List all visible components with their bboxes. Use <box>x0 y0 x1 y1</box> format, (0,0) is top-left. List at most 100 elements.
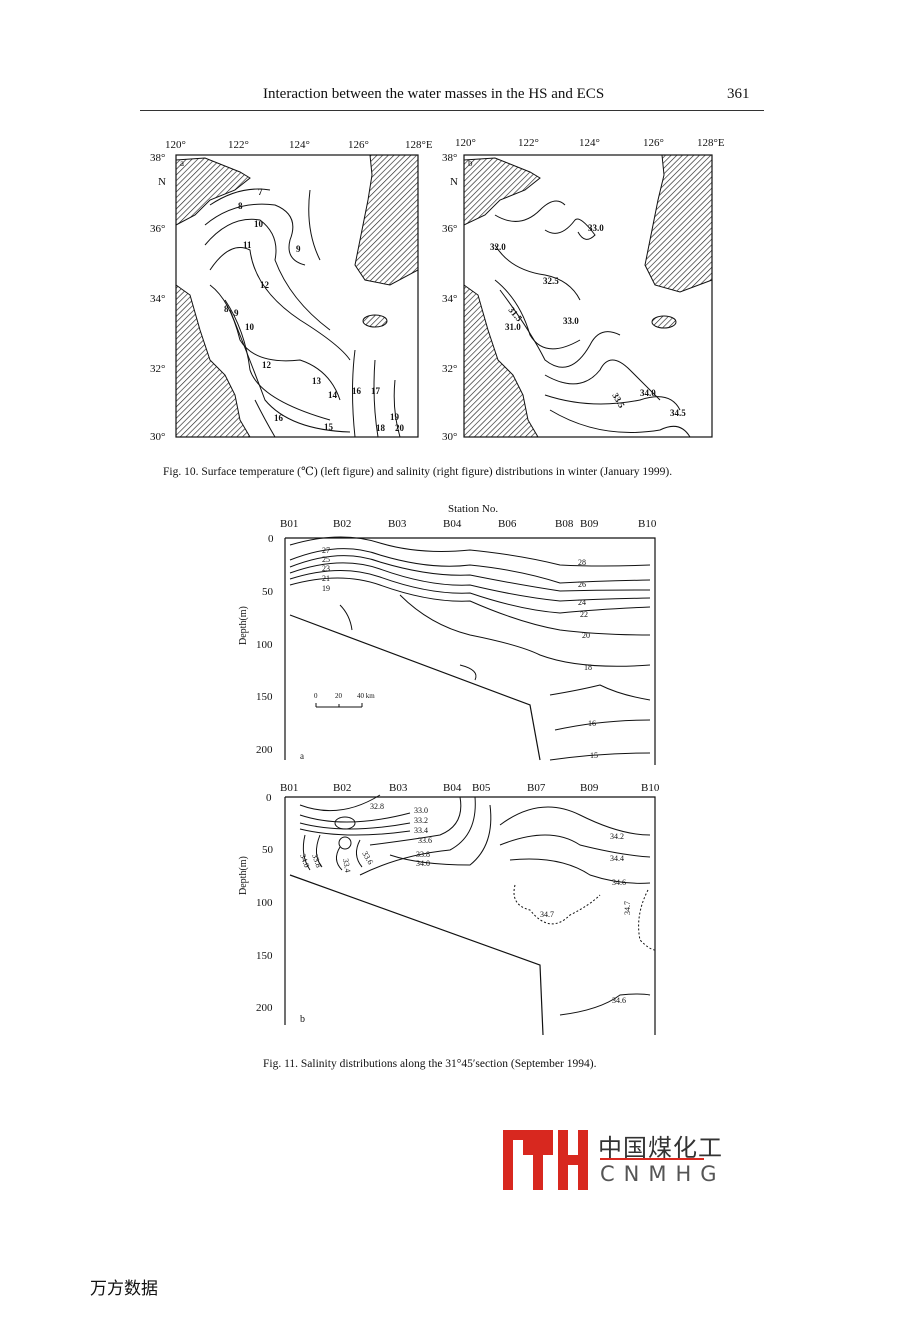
lat-label: 30° <box>150 431 165 443</box>
station-title: Station No. <box>448 503 498 515</box>
lat-label: 30° <box>442 431 457 443</box>
header-rule <box>140 110 764 111</box>
contour-label: 7 <box>258 187 263 197</box>
section-b: B01 B02 B03 B04 B05 B07 B09 B10 <box>238 782 660 1036</box>
footer-watermark: 万方数据 <box>90 1279 158 1299</box>
contour-label: 34.6 <box>612 996 626 1005</box>
china-coast-land <box>463 284 539 438</box>
lon-label: 124° <box>289 139 310 151</box>
contour-label: 34.7 <box>540 910 554 919</box>
station-label: B04 <box>443 782 462 794</box>
depth-tick: 50 <box>262 844 274 856</box>
contour-label: 33.8 <box>416 850 430 859</box>
figure-11-caption: Fig. 11. Salinity distributions along th… <box>263 1058 597 1070</box>
lon-axis-labels: 120° 122° 124° 126° 128°E <box>455 137 725 149</box>
contour-label: 17 <box>371 386 381 396</box>
shandong-land <box>463 157 541 226</box>
north-label: N <box>158 176 166 188</box>
lon-axis-labels: 120° 122° 124° 126° 128°E <box>165 139 433 151</box>
scale-tick: 0 <box>314 692 318 700</box>
contour-label: 15 <box>324 422 334 432</box>
contour-label: 26 <box>578 580 586 589</box>
contour-label: 12 <box>262 360 272 370</box>
contour-label: 12 <box>260 280 270 290</box>
contour-label: 20 <box>582 631 590 640</box>
section-a: B01 B02 B03 B04 B06 B08 B09 B10 27 25 23 <box>238 518 657 765</box>
lat-axis-labels: 38° N 36° 34° 32° 30° a <box>150 152 184 443</box>
depth-tick: 100 <box>256 897 273 909</box>
station-label: B04 <box>443 518 462 530</box>
contour-label: 34.5 <box>670 408 686 418</box>
contour-label: 9 <box>234 308 239 318</box>
lat-label: 36° <box>150 223 165 235</box>
temperature-contour-labels: 7 8 10 11 9 12 8 9 10 12 13 14 16 17 15 … <box>224 187 405 433</box>
contour-label: 33.0 <box>414 806 428 815</box>
lat-label: 38° <box>150 152 165 164</box>
panel-label: b <box>300 1014 305 1025</box>
contour-label: 16 <box>352 386 362 396</box>
contour-label: 33.6 <box>360 850 375 867</box>
contour-label: 34.4 <box>610 854 624 863</box>
station-label: B01 <box>280 518 298 530</box>
station-label: B10 <box>638 518 657 530</box>
station-labels: B01 B02 B03 B04 B05 B07 B09 B10 <box>280 782 660 794</box>
contour-label: 34.0 <box>640 388 656 398</box>
contour-label: 33.8 <box>310 853 323 869</box>
contour-label: 20 <box>395 423 405 433</box>
contour-label: 10 <box>254 219 264 229</box>
contour-label: 21 <box>322 574 330 583</box>
depth-tick: 200 <box>256 744 273 756</box>
station-label: B07 <box>527 782 546 794</box>
lat-label: 32° <box>150 363 165 375</box>
contour-label: 27 <box>322 546 330 555</box>
lon-label: 126° <box>348 139 369 151</box>
contour-label: 32.0 <box>490 242 506 252</box>
lon-label: 120° <box>165 139 186 151</box>
cnmhg-logo-mark <box>503 1130 588 1190</box>
contour-label: 11 <box>243 240 252 250</box>
contour-label: 34.7 <box>623 901 632 915</box>
contour-label: 16 <box>588 719 596 728</box>
korea-land <box>354 154 419 286</box>
panel-label: a <box>180 158 184 168</box>
lat-label: 34° <box>442 293 457 305</box>
lon-label: 124° <box>579 137 600 149</box>
scale-tick: 20 <box>335 692 343 700</box>
logo-rule <box>600 1158 704 1160</box>
contour-label: 24 <box>578 598 586 607</box>
panel-label: a <box>300 751 304 761</box>
contour-label: 13 <box>312 376 322 386</box>
jeju-island <box>651 315 677 329</box>
korea-land <box>644 154 713 293</box>
running-title: Interaction between the water masses in … <box>263 86 605 102</box>
contour-label: 14 <box>328 390 338 400</box>
depth-ticks-b: 0 50 100 150 200 <box>256 792 274 1014</box>
scale-bar: 0 20 40 km <box>314 692 375 708</box>
station-labels: B01 B02 B03 B04 B06 B08 B09 B10 <box>280 518 657 530</box>
contours-a <box>289 536 651 761</box>
lat-label: 36° <box>442 223 457 235</box>
contour-label: 15 <box>590 751 598 760</box>
logo-text-en: CNMHG <box>600 1162 726 1186</box>
contour-label: 34.2 <box>610 832 624 841</box>
contour-label: 18 <box>584 663 592 672</box>
contour-label: 18 <box>376 423 386 433</box>
contour-label: 16 <box>274 413 284 423</box>
logo-text-cn: 中国煤化工 <box>598 1134 723 1162</box>
contour-label: 25 <box>322 555 330 564</box>
contour-label: 33.4 <box>414 826 428 835</box>
contours-b <box>299 794 656 1016</box>
lon-label: 126° <box>643 137 664 149</box>
contour-label: 19 <box>322 584 330 593</box>
contour-label: 8 <box>224 304 229 314</box>
station-label: B02 <box>333 782 351 794</box>
contour-label: 33.6 <box>418 836 432 845</box>
depth-ticks-a: 0 50 100 150 200 <box>256 533 274 756</box>
lon-label: 128°E <box>697 137 725 149</box>
station-label: B06 <box>498 518 517 530</box>
station-label: B01 <box>280 782 298 794</box>
depth-tick: 100 <box>256 639 273 651</box>
station-label: B02 <box>333 518 351 530</box>
lon-label: 122° <box>228 139 249 151</box>
contour-label: 34.0 <box>416 859 430 868</box>
